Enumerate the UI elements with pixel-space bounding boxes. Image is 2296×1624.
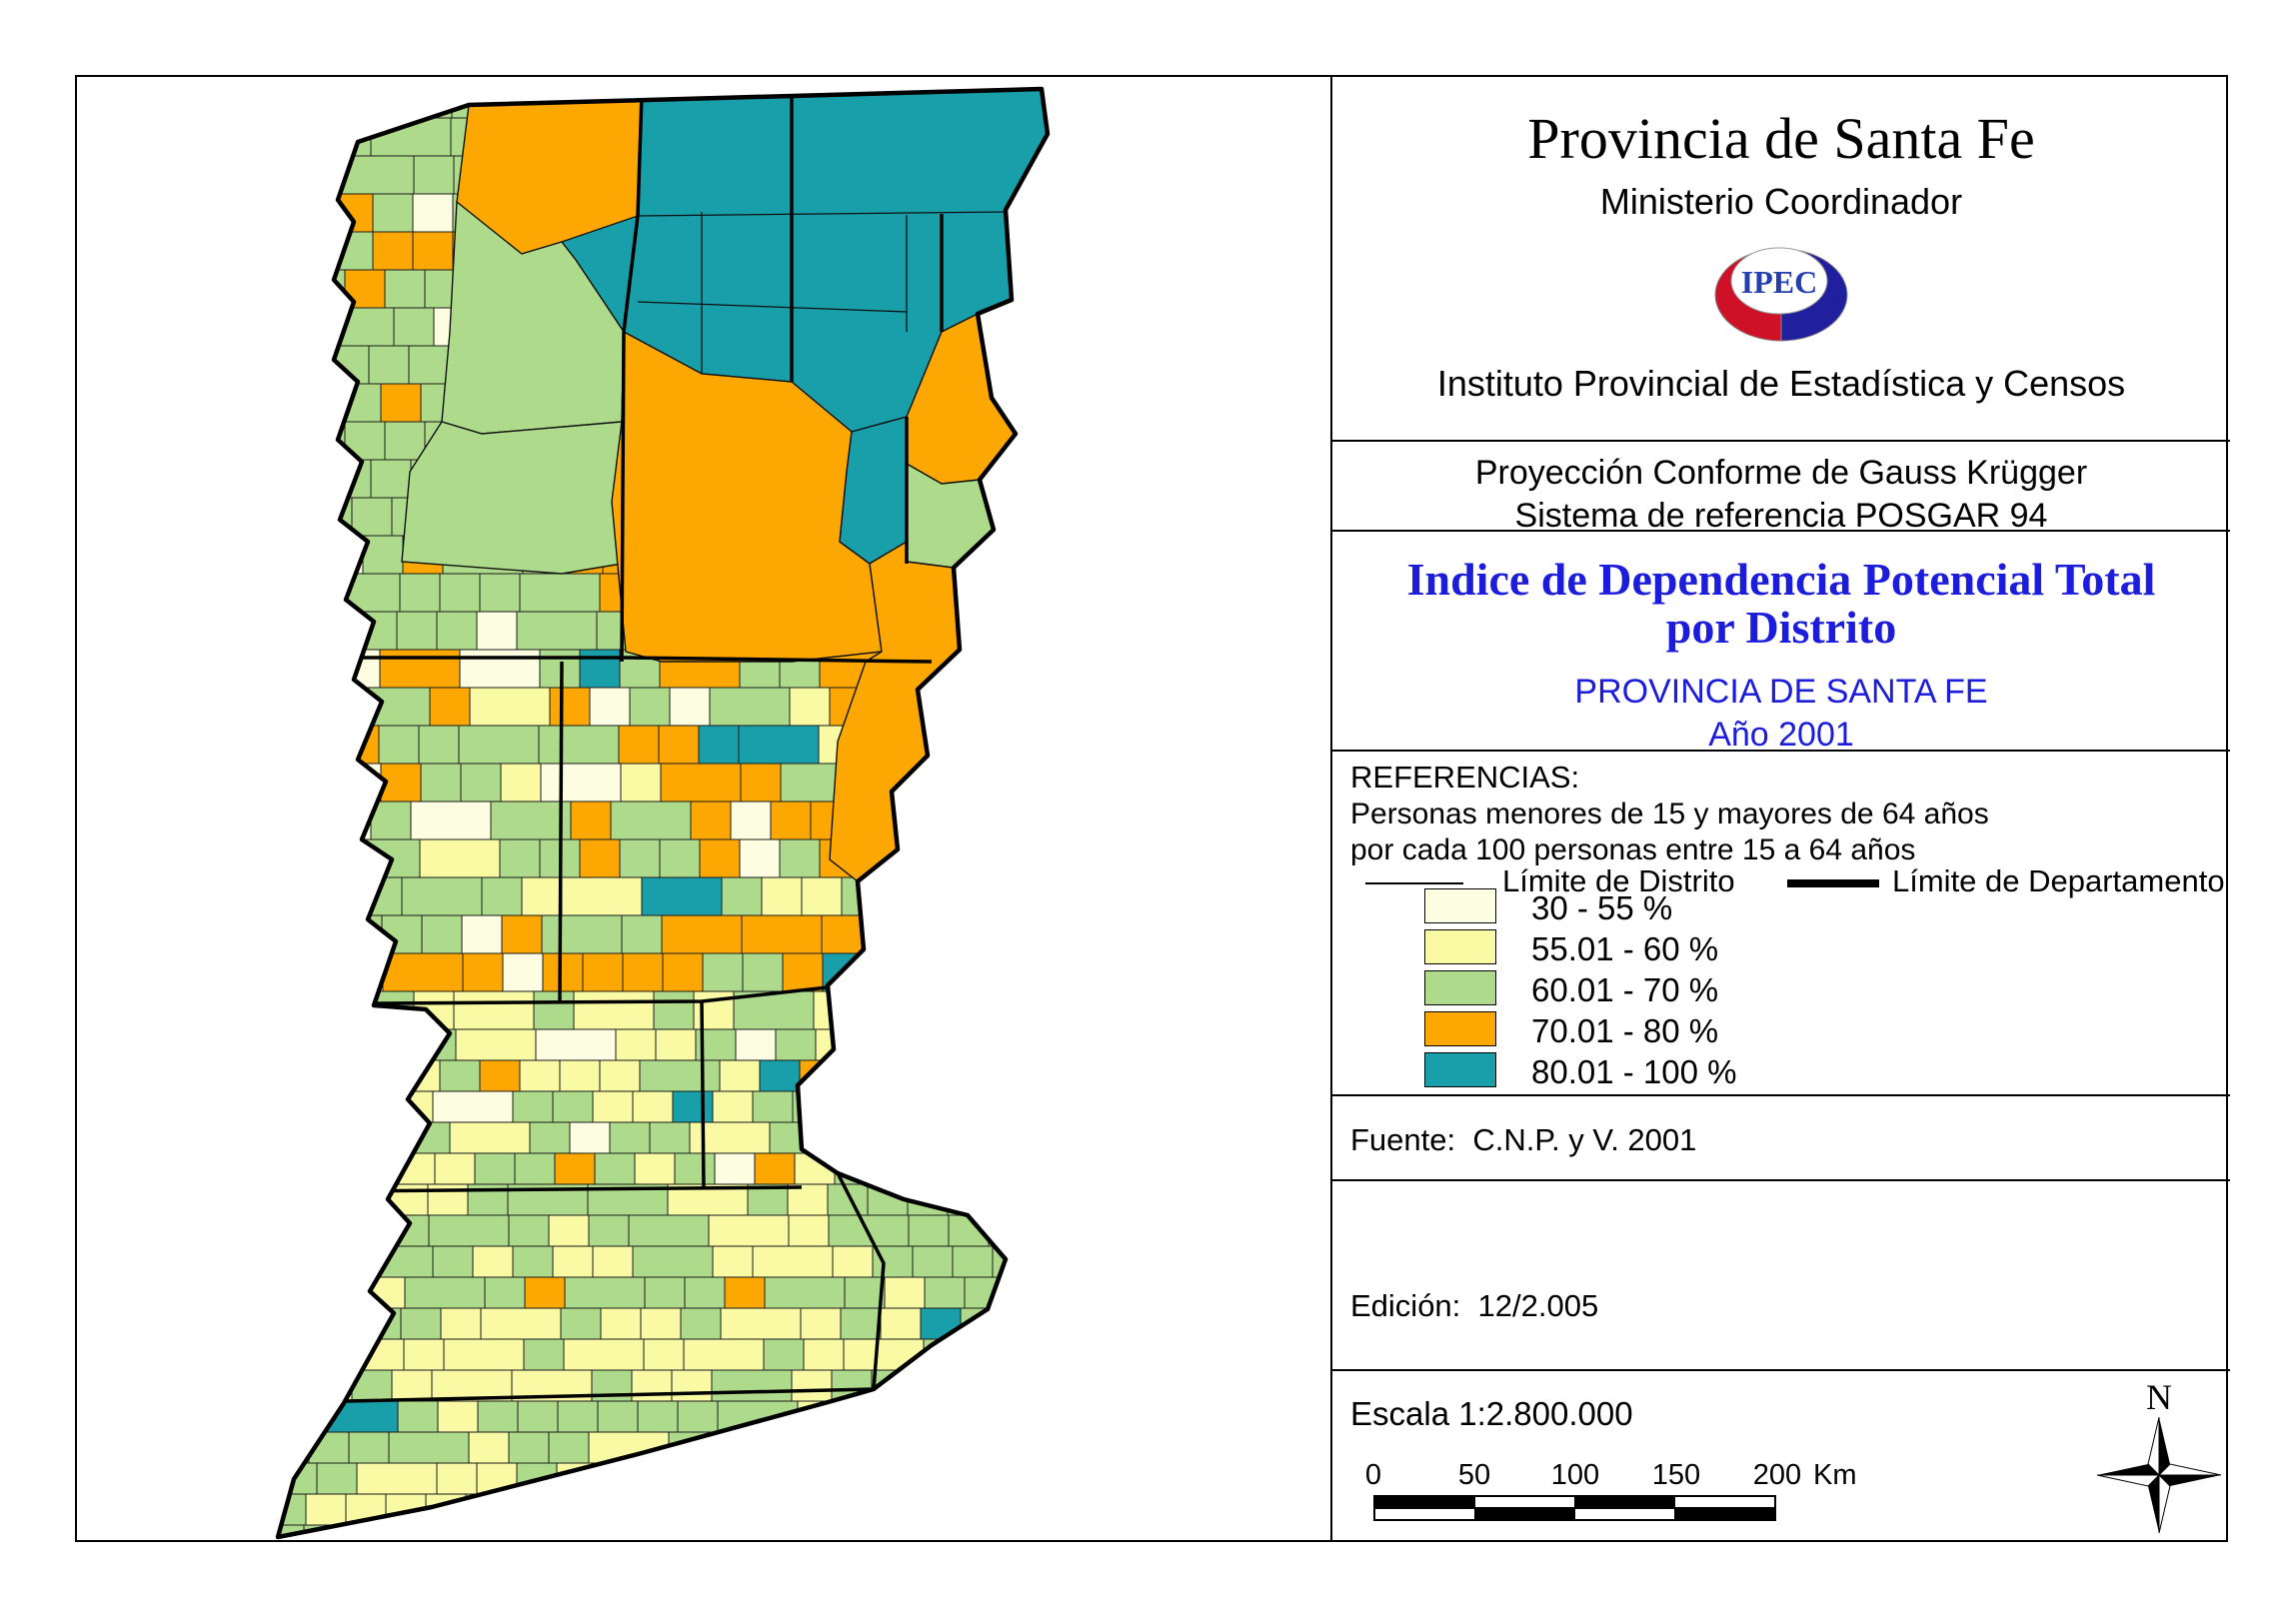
- ipec-logo-text: IPEC: [1741, 264, 1817, 300]
- org-title: Provincia de Santa Fe: [1527, 106, 2035, 171]
- department-boundary: [620, 93, 644, 663]
- legend-class-label: 70.01 - 80 %: [1531, 1012, 1719, 1049]
- map-subtitle-province: PROVINCIA DE SANTA FE: [1574, 672, 1988, 711]
- scale-bar-segment: [1374, 1508, 1475, 1520]
- projection-line2: Sistema de referencia POSGAR 94: [1514, 496, 2048, 532]
- projection-section: Proyección Conforme de Gauss Krügger Sis…: [1332, 442, 2230, 532]
- province-outline: [275, 86, 1051, 1540]
- map-title-section: Indice de Dependencia Potencial Total po…: [1332, 532, 2230, 752]
- district-line-label: Límite de Distrito: [1502, 863, 1735, 898]
- scale-section: Escala 1:2.800.000 0 50 100 150 200 Km N: [1332, 1371, 2230, 1542]
- projection-line1: Proyección Conforme de Gauss Krügger: [1474, 454, 2088, 492]
- legend-class-label: 80.01 - 100 %: [1531, 1053, 1737, 1090]
- scale-tick-label: 0: [1364, 1459, 1382, 1491]
- scale-text: Escala 1:2.800.000: [1350, 1395, 1633, 1432]
- source-section: Fuente: C.N.P. y V. 2001: [1332, 1096, 2230, 1181]
- scale-bar-segment: [1574, 1496, 1675, 1508]
- legend-swatch: [1424, 1052, 1496, 1087]
- legend-description-1: Personas menores de 15 y mayores de 64 a…: [1350, 798, 1989, 830]
- scale-unit-label: Km: [1813, 1459, 1857, 1491]
- legend-class-label: 30 - 55 %: [1531, 889, 1673, 926]
- org-header-section: Provincia de Santa Fe Ministerio Coordin…: [1332, 77, 2230, 442]
- map-frame: Provincia de Santa Fe Ministerio Coordin…: [75, 75, 2230, 1542]
- ipec-logo-icon: IPEC: [1714, 247, 1848, 342]
- legend-swatch: [1424, 929, 1496, 964]
- scale-bar-segment: [1474, 1508, 1575, 1520]
- department-boundary: [345, 1387, 875, 1403]
- department-boundary: [354, 656, 933, 664]
- department-boundary: [333, 1185, 803, 1193]
- edition-line1: Edición: 12/2.005: [1350, 1288, 1599, 1323]
- district-patch-c3: [401, 421, 623, 575]
- department-line-sample: [1787, 879, 1879, 887]
- info-panel: Provincia de Santa Fe Ministerio Coordin…: [1330, 77, 2230, 1540]
- department-boundary: [836, 1172, 886, 1390]
- institute-name: Instituto Provincial de Estadística y Ce…: [1436, 362, 2126, 404]
- scale-bar-segment: [1574, 1508, 1675, 1520]
- ipec-logo: IPEC: [1332, 245, 2230, 345]
- legend-swatch: [1424, 888, 1496, 923]
- scale-tick-label: 150: [1651, 1459, 1701, 1491]
- legend-section: REFERENCIAS: Personas menores de 15 y ma…: [1332, 752, 2230, 1096]
- scale-bar-segment: [1674, 1508, 1775, 1520]
- scale-bar-segment: [1674, 1496, 1775, 1508]
- north-arrow: N: [2089, 1377, 2229, 1542]
- legend-swatch: [1424, 1011, 1496, 1046]
- legend-description-2: por cada 100 personas entre 15 a 64 años: [1350, 833, 1916, 866]
- map-subtitle-year: Año 2001: [1708, 715, 1854, 752]
- legend-swatch: [1424, 970, 1496, 1005]
- compass-rose-icon: N: [2096, 1377, 2222, 1534]
- department-boundary: [700, 1000, 706, 1190]
- legend-class-label: 55.01 - 60 %: [1531, 930, 1719, 967]
- edition-section: Edición: 12/2.005 Actualización: 07/2.00…: [1332, 1181, 2230, 1371]
- org-subtitle: Ministerio Coordinador: [1599, 180, 1963, 222]
- scale-bar: [1373, 1495, 1776, 1521]
- map-title-line2: por Distrito: [1665, 602, 1897, 654]
- scale-tick-label: 100: [1550, 1459, 1600, 1491]
- district-line-sample: [1365, 882, 1463, 884]
- scale-bar-segment: [1474, 1496, 1575, 1508]
- source-text: Fuente: C.N.P. y V. 2001: [1350, 1122, 1697, 1157]
- scale-tick-label: 50: [1457, 1459, 1491, 1491]
- scale-tick-label: 200: [1752, 1459, 1802, 1491]
- scale-bar-segment: [1374, 1496, 1475, 1508]
- north-letter: N: [2146, 1377, 2172, 1417]
- choropleth-map: [275, 86, 1051, 1540]
- legend-heading: REFERENCIAS:: [1350, 760, 1580, 795]
- department-boundary: [558, 661, 564, 1002]
- map-title-line1: Indice de Dependencia Potencial Total: [1406, 554, 2156, 605]
- department-line-label: Límite de Departamento: [1892, 863, 2225, 898]
- legend-class-label: 60.01 - 70 %: [1531, 971, 1719, 1008]
